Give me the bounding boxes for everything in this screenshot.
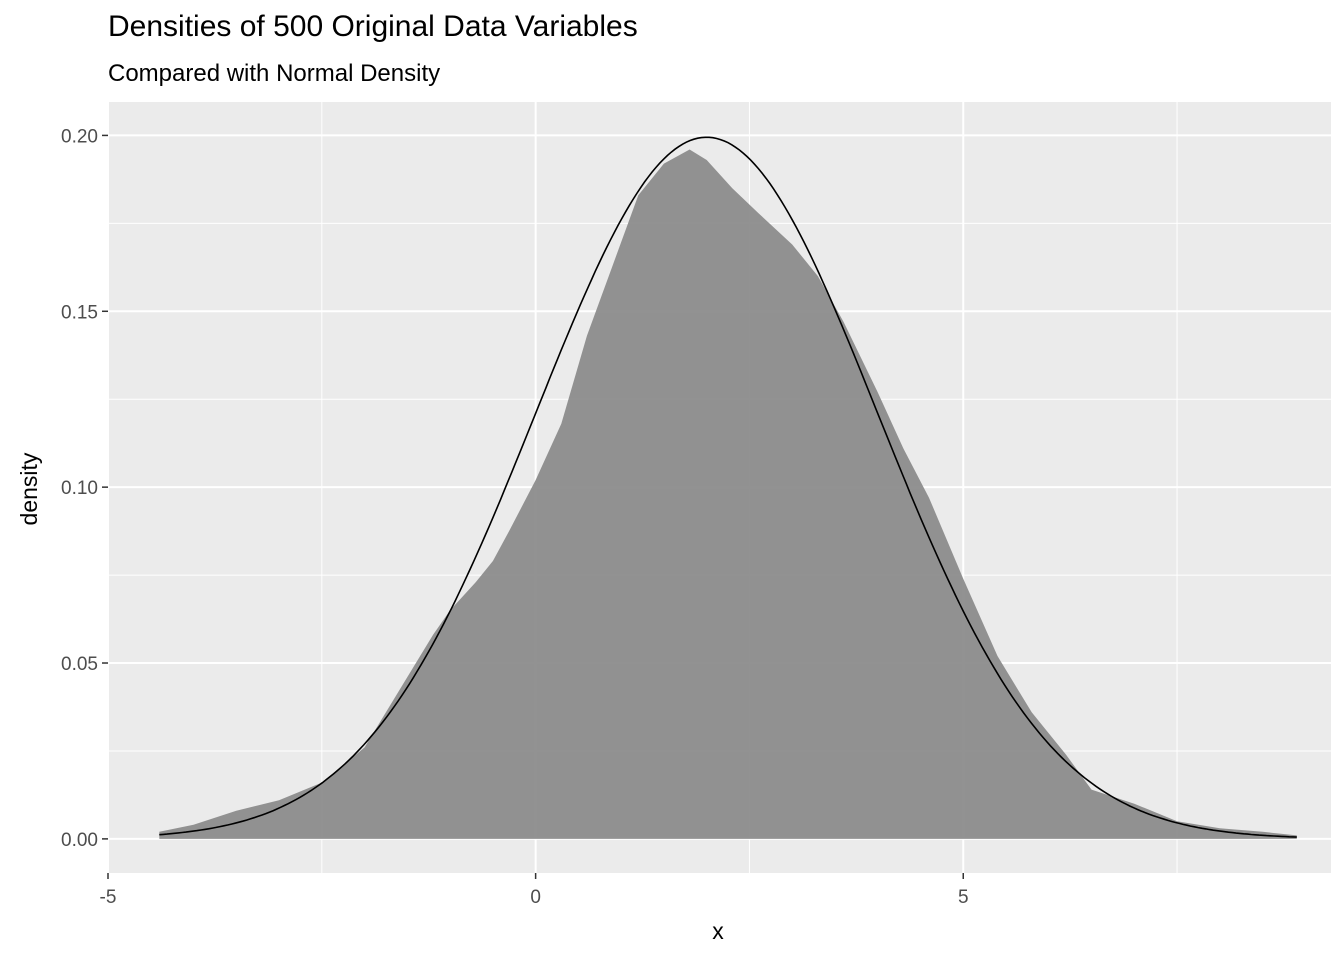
y-tick-label: 0.10 (61, 478, 98, 499)
y-tick-label: 0.20 (61, 126, 98, 147)
x-tick-label: 0 (530, 887, 541, 908)
y-tick-label: 0.00 (61, 830, 98, 851)
y-tick-label: 0.15 (61, 302, 98, 323)
x-axis: -5 0 5 (100, 873, 969, 908)
density-area (159, 149, 1297, 839)
chart-subtitle: Compared with Normal Density (108, 60, 441, 87)
y-axis: 0.00 0.05 0.10 0.15 0.20 (61, 126, 108, 851)
y-axis-title: density (16, 452, 42, 525)
x-axis-title: x (712, 918, 724, 944)
y-tick-label: 0.05 (61, 654, 98, 675)
chart-title: Densities of 500 Original Data Variables (108, 10, 638, 43)
normal-density-line (159, 136, 1297, 838)
x-tick-label: 5 (958, 887, 969, 908)
x-tick-label: -5 (100, 887, 117, 908)
